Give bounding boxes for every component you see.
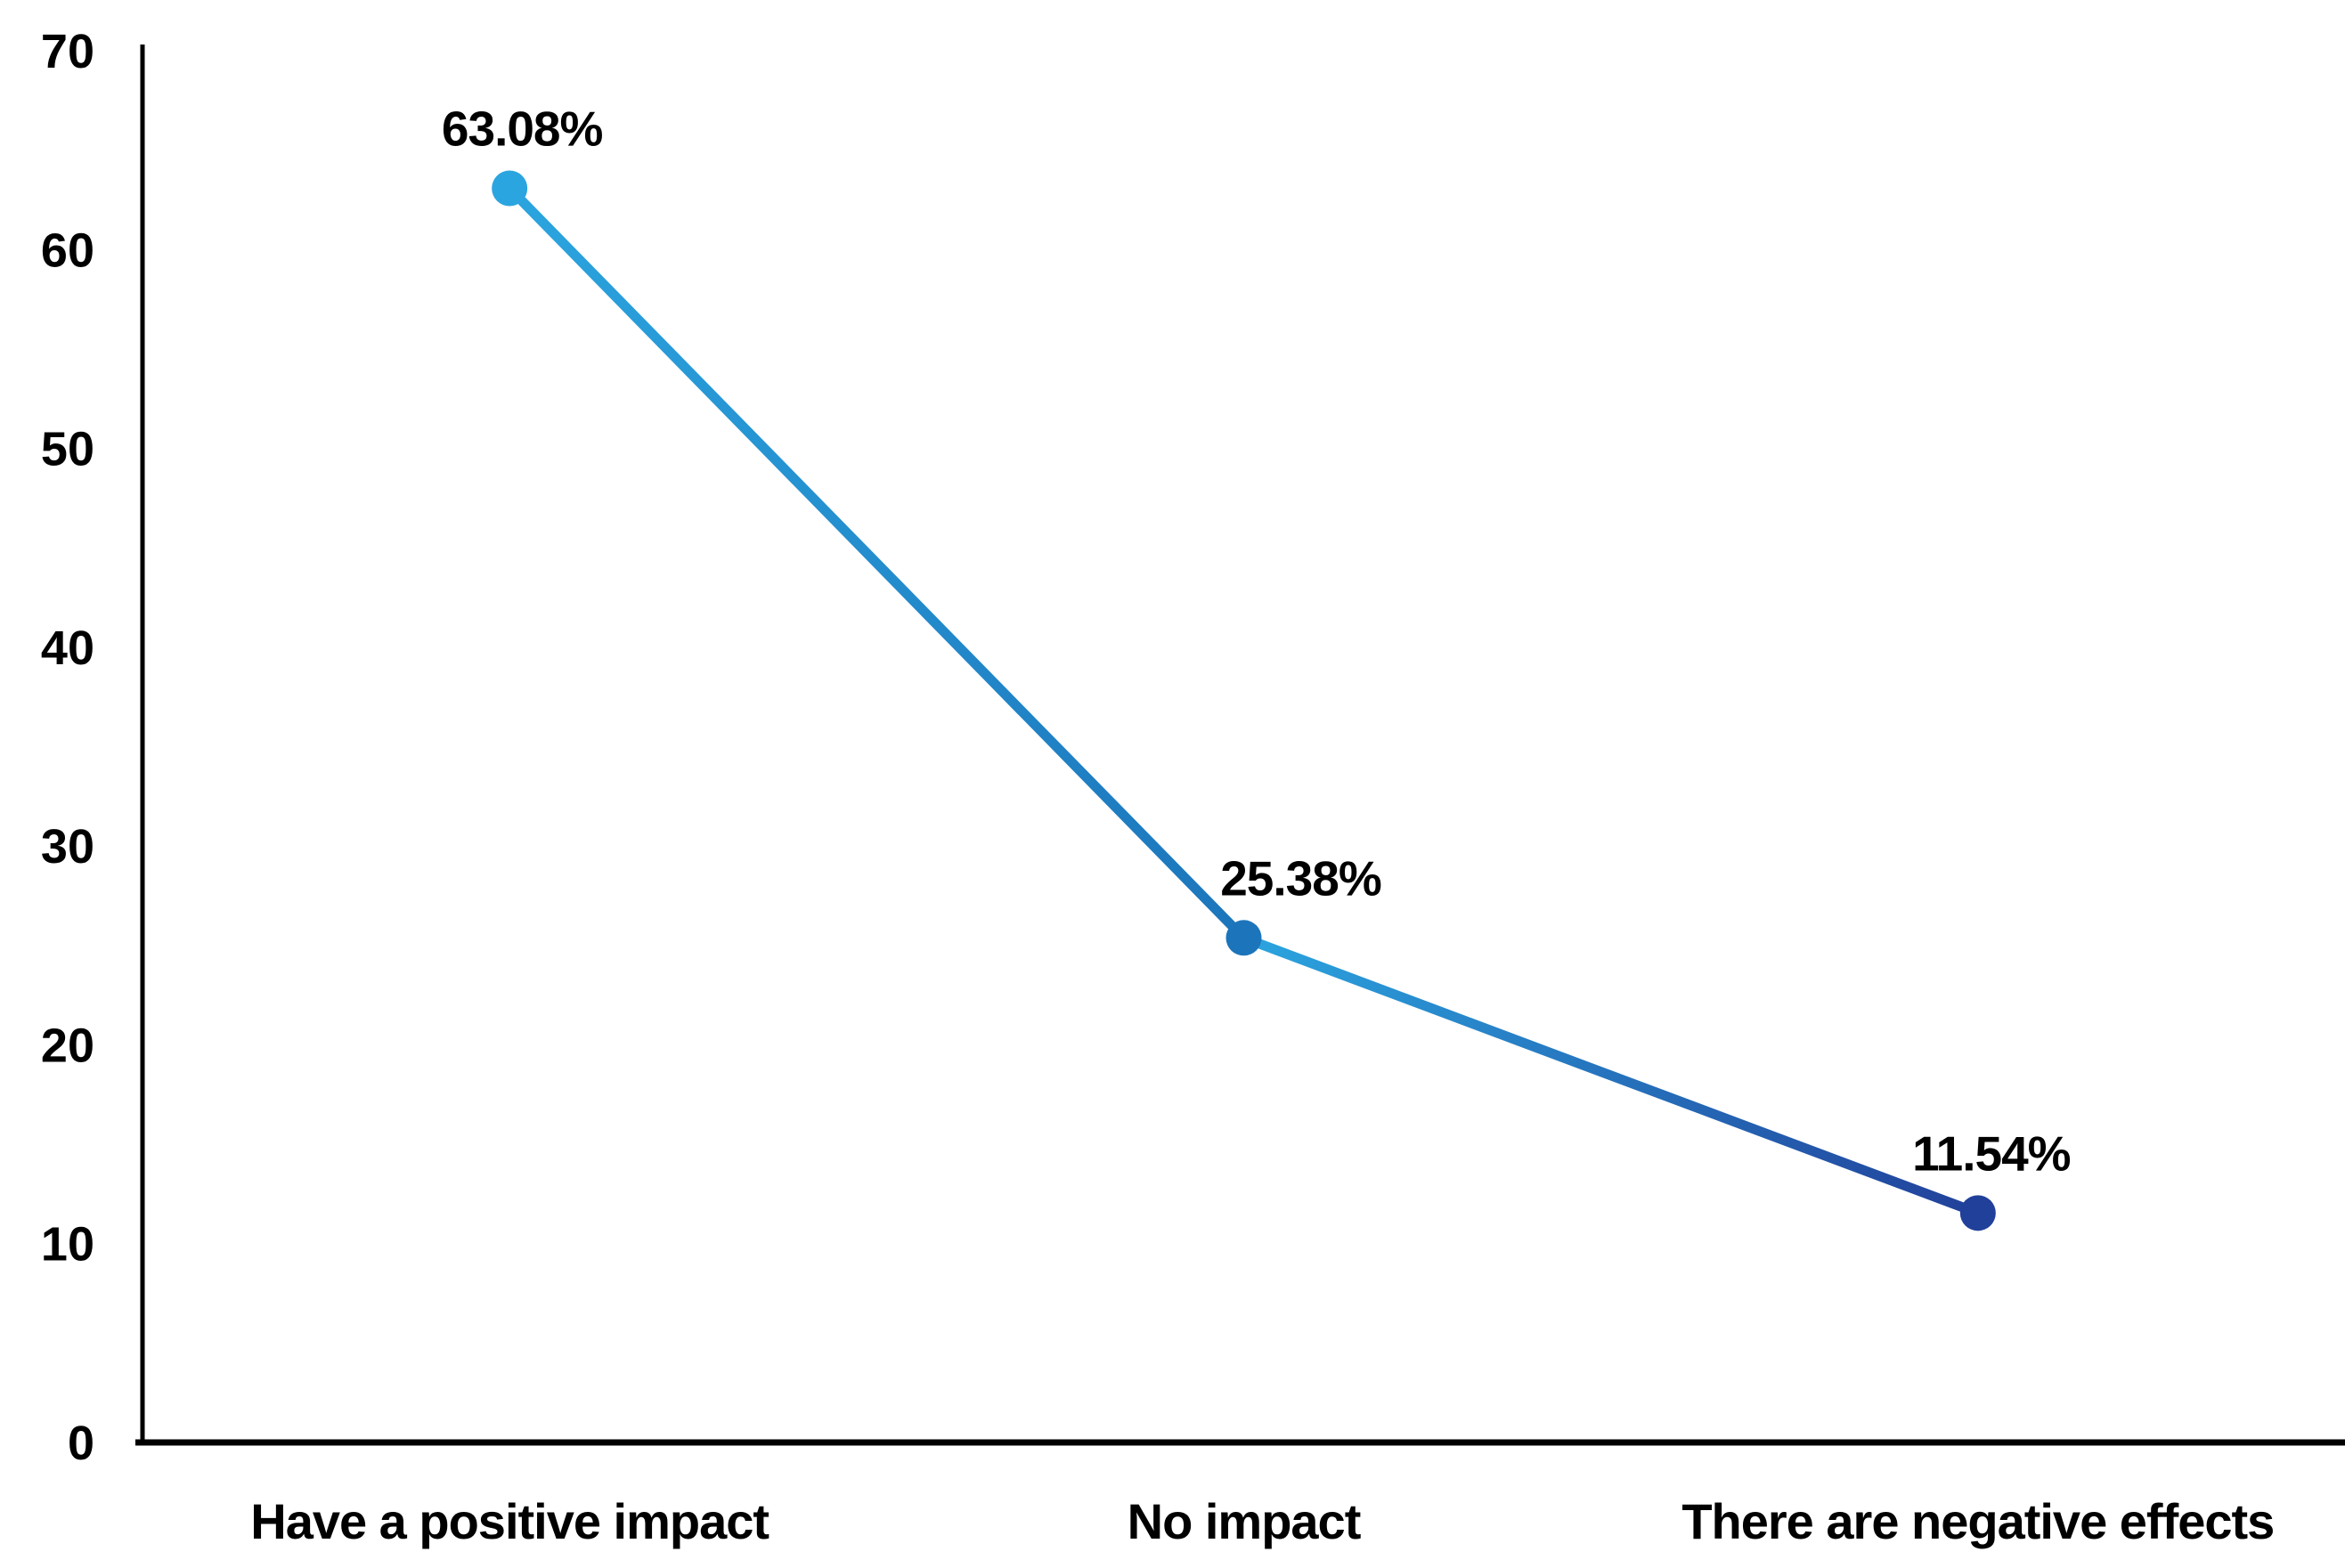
- y-tick-label: 30: [41, 820, 94, 873]
- y-tick-label: 20: [41, 1019, 94, 1072]
- data-point-marker: [1959, 1195, 1996, 1231]
- data-point-label: 63.08%: [442, 102, 603, 157]
- y-tick-label: 60: [41, 223, 94, 277]
- x-category-label: No impact: [1128, 1493, 1361, 1549]
- data-point-marker: [1225, 920, 1262, 956]
- y-tick-label: 70: [41, 25, 94, 78]
- line-segment: [1239, 932, 1983, 1218]
- y-tick-label: 50: [41, 423, 94, 476]
- data-point-label: 25.38%: [1220, 850, 1381, 906]
- y-tick-label: 10: [41, 1218, 94, 1271]
- y-tick-label: 0: [68, 1417, 94, 1470]
- data-point-label: 11.54%: [1912, 1125, 2071, 1181]
- x-category-label: There are negative effects: [1681, 1493, 2274, 1549]
- data-point-marker: [492, 170, 528, 207]
- x-category-label: Have a positive impact: [250, 1493, 769, 1549]
- line-segment: [504, 183, 1249, 943]
- y-tick-label: 40: [41, 622, 94, 675]
